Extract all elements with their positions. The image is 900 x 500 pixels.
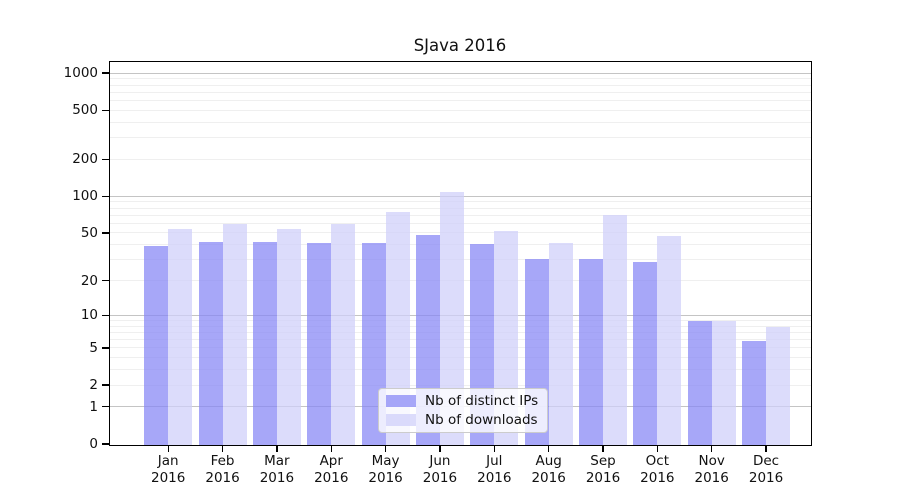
x-axis-tick [711, 445, 713, 452]
bar-distinct-ips-dec [742, 340, 767, 445]
x-axis-tick [167, 445, 169, 452]
x-axis-tick-label: Apr 2016 [314, 453, 349, 486]
x-axis-tick-label: Dec 2016 [748, 453, 784, 486]
bar-downloads-oct [657, 236, 682, 445]
bar-distinct-ips-apr [307, 243, 332, 445]
bar-downloads-nov [711, 321, 736, 445]
y-axis-tick [101, 158, 109, 161]
y-axis-tick [101, 384, 109, 386]
plot-area: Dec 2016 Nov 2016 Oct 2016 Sep 2016 Aug 2016 Jul 20… [64, 61, 812, 486]
x-axis-tick [547, 445, 550, 452]
x-axis-tick-label: Aug 2016 [531, 453, 566, 486]
y-axis-tick [101, 314, 109, 316]
gridline-minor [110, 78, 811, 80]
y-axis-tick-label: 200 [72, 151, 98, 168]
bar-distinct-ips-nov [687, 321, 712, 445]
gridline-minor [110, 84, 811, 86]
gridline-minor [110, 158, 811, 160]
x-axis-tick [330, 445, 332, 452]
y-axis-tick-label: 1 [89, 398, 98, 415]
y-axis-tick [101, 72, 109, 74]
bar-downloads-sep [603, 215, 627, 445]
x-axis-tick-label: Oct 2016 [640, 453, 675, 486]
x-axis-tick [656, 445, 659, 452]
bar-distinct-ips-sep [579, 259, 603, 445]
bar-distinct-ips-jan [144, 245, 169, 445]
bar-downloads-apr [331, 224, 356, 445]
bar-downloads-dec [766, 327, 791, 445]
y-axis-tick-label: 5 [89, 339, 98, 356]
x-axis-tick [765, 445, 767, 452]
x-axis-tick-label: Feb 2016 [205, 453, 240, 486]
chart-title: SJava 2016 [413, 36, 507, 55]
x-axis-tick [439, 445, 441, 452]
y-axis-tick-label: 0 [89, 436, 98, 452]
legend-item-distinct-ips: Nb of distinct IPs [386, 393, 540, 409]
y-axis-tick-label: 100 [72, 188, 98, 205]
y-axis-tick [101, 279, 109, 282]
x-axis-tick-label: Mar 2016 [259, 453, 295, 486]
y-axis-tick-label: 2 [89, 377, 98, 394]
bar-downloads-mar [276, 228, 301, 445]
bar-downloads-feb [222, 223, 247, 445]
x-axis-tick-label: Jan 2016 [151, 453, 186, 486]
legend-label-distinct-ips: Nb of distinct IPs [425, 393, 539, 409]
y-axis-tick-label: 10 [80, 307, 98, 324]
y-axis-tick [101, 347, 109, 349]
bar-downloads-aug [548, 243, 573, 445]
x-axis-tick [384, 445, 387, 452]
x-axis-tick [602, 445, 604, 452]
bar-distinct-ips-feb [198, 241, 223, 445]
legend-swatch-downloads [386, 414, 416, 426]
bar-distinct-ips-mar [252, 241, 277, 445]
x-axis-tick [221, 445, 224, 452]
y-axis-tick [101, 232, 109, 234]
x-axis-tick-label: Sep 2016 [585, 453, 621, 486]
gridline-minor [110, 137, 811, 139]
y-axis-tick-label: 20 [80, 272, 98, 289]
legend-swatch-distinct-ips [386, 395, 416, 407]
gridline-major [110, 72, 811, 74]
gridline-minor [110, 91, 811, 93]
bar-downloads-jan [168, 228, 193, 445]
gridline-minor [110, 121, 811, 123]
y-axis-tick-label: 1000 [63, 65, 98, 82]
x-axis-tick-label: May 2016 [368, 453, 403, 486]
y-axis-tick-label: 500 [72, 102, 98, 119]
y-axis-tick [101, 406, 109, 408]
x-axis-tick-label: Jun 2016 [422, 453, 458, 486]
x-axis-tick [493, 445, 495, 452]
y-axis-tick [101, 443, 109, 445]
y-axis-tick [101, 195, 109, 197]
y-axis-tick-label: 50 [80, 224, 98, 241]
y-axis-tick [101, 109, 109, 112]
legend: Nb of distinct IPs Nb of downloads [378, 388, 548, 433]
gridline-minor [110, 109, 811, 111]
legend-item-downloads: Nb of downloads [386, 412, 540, 428]
gridline-minor [110, 100, 811, 102]
legend-label-downloads: Nb of downloads [425, 412, 538, 428]
x-axis-tick [276, 445, 278, 452]
bar-distinct-ips-oct [633, 262, 658, 445]
x-axis-tick-label: Nov 2016 [694, 453, 729, 486]
x-axis-tick-label: Jul 2016 [477, 453, 512, 486]
